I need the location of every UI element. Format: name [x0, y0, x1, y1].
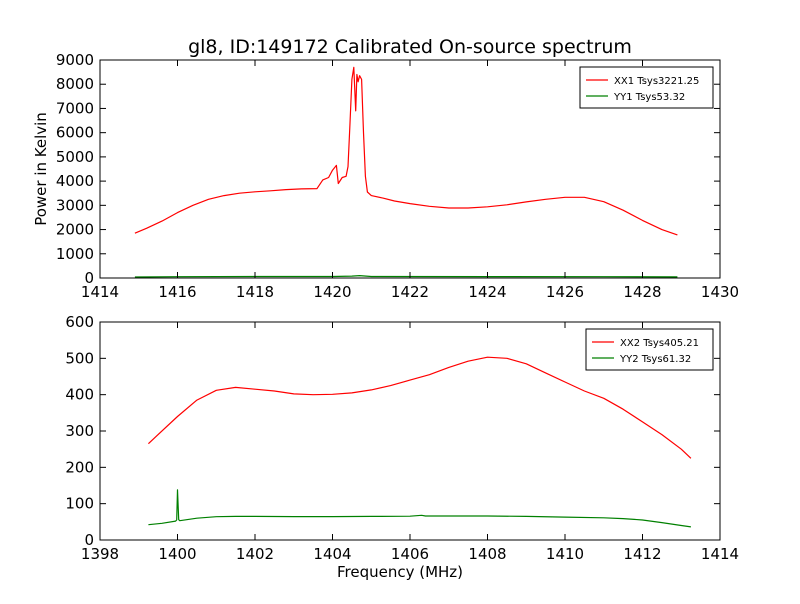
- x-tick-label: 1404: [313, 545, 351, 563]
- series-line-1: [147, 356, 692, 459]
- x-tick-label: 1418: [236, 283, 274, 301]
- y-tick-label: 6000: [56, 124, 94, 142]
- y-tick-label: 4000: [56, 172, 94, 190]
- y-tick-label: 0: [84, 269, 94, 287]
- x-tick-label: 1414: [81, 283, 119, 301]
- y-tick-label: 3000: [56, 196, 94, 214]
- x-tick-label: 1400: [158, 545, 196, 563]
- x-tick-label: 1398: [81, 545, 119, 563]
- figure-title: gl8, ID:149172 Calibrated On-source spec…: [188, 36, 632, 58]
- y-tick-label: 8000: [56, 75, 94, 93]
- y-tick-label: 200: [65, 458, 94, 476]
- y-tick-label: 500: [65, 349, 94, 367]
- bottom-panel: 1398 1400 1402 1404 1406 1408 1410 1412 1414 0 100…: [65, 313, 739, 581]
- x-tick-label: 1420: [313, 283, 351, 301]
- x-tick-label: 1408: [468, 545, 506, 563]
- x-tick-label: 1430: [701, 283, 739, 301]
- y-tick-label: 1000: [56, 245, 94, 263]
- legend-label-1: XX2 Tsys405.21: [620, 338, 699, 349]
- y-tick-label: 5000: [56, 148, 94, 166]
- y-tick-label: 9000: [56, 51, 94, 69]
- x-tick-label: 1428: [623, 283, 661, 301]
- x-tick-label: 1414: [701, 545, 739, 563]
- x-tick-label: 1426: [546, 283, 584, 301]
- x-tick-label: 1412: [623, 545, 661, 563]
- legend: XX2 Tsys405.21 YY2 Tsys61.32: [585, 328, 714, 371]
- legend-box: [585, 328, 714, 371]
- x-tick-label: 1422: [391, 283, 429, 301]
- y-tick-label: 2000: [56, 221, 94, 239]
- x-tick-label: 1410: [546, 545, 584, 563]
- x-axis-label: Frequency (MHz): [337, 563, 463, 581]
- y-tick-label: 600: [65, 313, 94, 331]
- series-line-1: [134, 66, 678, 236]
- y-tick-label: 300: [65, 422, 94, 440]
- x-tick-label: 1402: [236, 545, 274, 563]
- x-tick-label: 1406: [391, 545, 429, 563]
- y-tick-label: 0: [84, 531, 94, 549]
- legend-label-2: YY1 Tsys53.32: [613, 92, 685, 103]
- series-line-2: [148, 489, 691, 528]
- y-tick-label: 7000: [56, 99, 94, 117]
- legend-label-1: XX1 Tsys3221.25: [614, 76, 699, 87]
- x-tick-label: 1416: [158, 283, 196, 301]
- y-axis-label: Power in Kelvin: [32, 112, 50, 226]
- legend-label-2: YY2 Tsys61.32: [619, 354, 691, 365]
- y-tick-label: 400: [65, 386, 94, 404]
- legend: XX1 Tsys3221.25 YY1 Tsys53.32: [579, 66, 714, 109]
- x-tick-label: 1424: [468, 283, 506, 301]
- series-line-2: [134, 275, 678, 278]
- top-panel: 1414 1416 1418 1420 1422 1424 1426 1428 1430 0 100…: [32, 51, 739, 301]
- y-tick-label: 100: [65, 495, 94, 513]
- legend-box: [579, 66, 714, 109]
